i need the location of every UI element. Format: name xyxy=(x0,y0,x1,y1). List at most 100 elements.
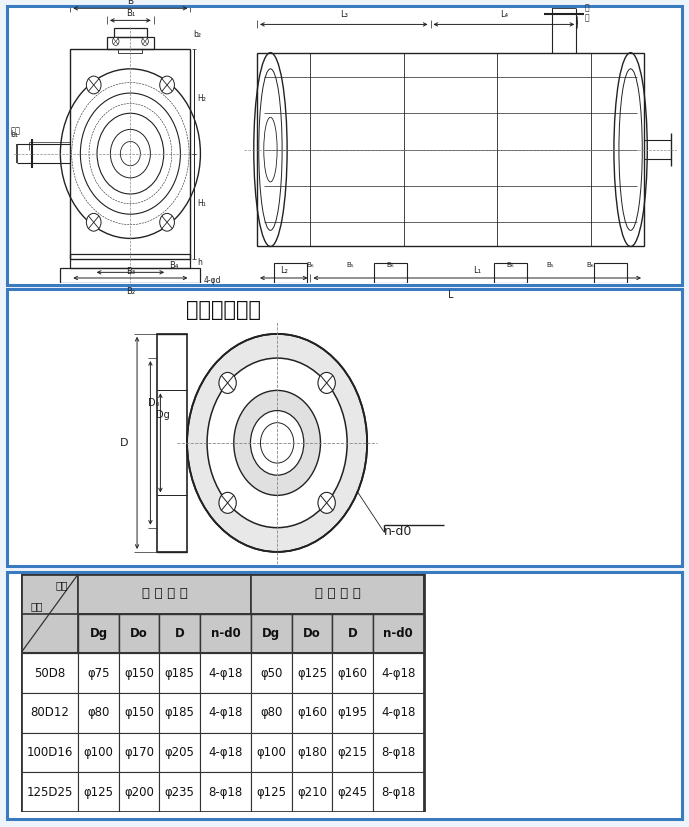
Text: L₄: L₄ xyxy=(500,10,508,19)
Bar xyxy=(7,572,682,819)
Text: 100D16: 100D16 xyxy=(26,746,72,759)
Bar xyxy=(21,574,79,653)
Circle shape xyxy=(112,37,119,45)
Text: φ100: φ100 xyxy=(83,746,114,759)
Text: φ195: φ195 xyxy=(338,706,367,719)
Text: Dg: Dg xyxy=(263,627,280,640)
Text: 尺寸: 尺寸 xyxy=(30,601,43,611)
Text: B₆: B₆ xyxy=(307,261,314,268)
Bar xyxy=(373,614,424,653)
Bar xyxy=(291,653,332,693)
Text: D: D xyxy=(175,627,185,640)
Text: B₆: B₆ xyxy=(387,261,394,268)
Bar xyxy=(251,733,291,772)
Text: 8-φ18: 8-φ18 xyxy=(208,786,243,799)
Text: 吐 出 法 兰: 吐 出 法 兰 xyxy=(315,587,360,600)
Bar xyxy=(291,614,332,653)
Bar xyxy=(79,614,119,653)
Text: L₂: L₂ xyxy=(280,266,288,275)
Text: 80D12: 80D12 xyxy=(30,706,69,719)
Bar xyxy=(114,28,147,36)
Bar xyxy=(200,772,251,812)
Text: n-d0: n-d0 xyxy=(211,627,240,640)
Text: Dg: Dg xyxy=(156,409,169,419)
Bar xyxy=(332,693,373,733)
Bar xyxy=(291,772,332,812)
Text: h: h xyxy=(197,258,202,267)
Text: φ235: φ235 xyxy=(165,786,195,799)
Bar xyxy=(374,263,407,283)
Text: φ150: φ150 xyxy=(124,706,154,719)
Bar xyxy=(373,733,424,772)
Bar xyxy=(21,733,79,772)
Text: 4-φ18: 4-φ18 xyxy=(381,667,415,680)
Circle shape xyxy=(219,492,236,514)
Text: φ75: φ75 xyxy=(88,667,110,680)
Text: b₁: b₁ xyxy=(10,131,18,140)
Text: 吸 入 法 兰: 吸 入 法 兰 xyxy=(142,587,187,600)
Text: B₂: B₂ xyxy=(126,287,135,296)
Bar xyxy=(70,49,190,259)
Circle shape xyxy=(318,372,336,394)
Bar xyxy=(119,733,159,772)
Text: D₀: D₀ xyxy=(148,398,159,408)
Text: φ170: φ170 xyxy=(124,746,154,759)
Bar xyxy=(21,772,79,812)
Bar xyxy=(79,733,119,772)
Bar xyxy=(159,693,200,733)
Text: 4-φ18: 4-φ18 xyxy=(208,706,243,719)
Bar xyxy=(291,693,332,733)
Bar xyxy=(251,653,291,693)
Bar xyxy=(373,772,424,812)
Bar xyxy=(373,653,424,693)
Circle shape xyxy=(318,492,336,514)
Circle shape xyxy=(219,372,236,394)
Bar xyxy=(61,268,200,283)
Bar xyxy=(332,653,373,693)
Circle shape xyxy=(86,76,101,94)
Bar xyxy=(7,6,682,285)
Text: φ80: φ80 xyxy=(88,706,110,719)
Text: L₃: L₃ xyxy=(340,10,348,19)
Text: φ245: φ245 xyxy=(338,786,367,799)
Text: φ180: φ180 xyxy=(297,746,327,759)
Text: B₆: B₆ xyxy=(506,261,515,268)
Bar xyxy=(251,772,291,812)
Bar xyxy=(21,693,79,733)
Text: L₁: L₁ xyxy=(473,266,481,275)
Bar xyxy=(119,693,159,733)
Bar xyxy=(119,614,159,653)
Bar xyxy=(159,614,200,653)
Bar xyxy=(70,254,190,268)
Text: B₅: B₅ xyxy=(347,261,354,268)
Text: n-d0: n-d0 xyxy=(384,525,412,538)
Text: 4-φ18: 4-φ18 xyxy=(208,746,243,759)
Bar xyxy=(332,772,373,812)
Text: φ125: φ125 xyxy=(297,667,327,680)
Text: 4-φd: 4-φd xyxy=(204,276,221,284)
Bar xyxy=(159,733,200,772)
Text: φ185: φ185 xyxy=(165,667,195,680)
Text: φ185: φ185 xyxy=(165,706,195,719)
Text: 出
水: 出 水 xyxy=(585,3,590,22)
Bar xyxy=(200,693,251,733)
Bar xyxy=(494,263,527,283)
Text: φ150: φ150 xyxy=(124,667,154,680)
Bar xyxy=(7,289,682,566)
Text: 4-φ18: 4-φ18 xyxy=(381,706,415,719)
Text: φ100: φ100 xyxy=(256,746,287,759)
Text: Do: Do xyxy=(303,627,321,640)
Bar xyxy=(21,653,79,693)
Bar xyxy=(157,334,187,552)
Circle shape xyxy=(142,37,148,45)
Text: φ125: φ125 xyxy=(256,786,287,799)
Text: B: B xyxy=(127,0,134,7)
Bar xyxy=(200,653,251,693)
Circle shape xyxy=(250,410,304,476)
Text: φ200: φ200 xyxy=(124,786,154,799)
Text: B₃: B₃ xyxy=(126,267,135,276)
Text: φ205: φ205 xyxy=(165,746,195,759)
Text: H₁: H₁ xyxy=(197,199,206,208)
Text: B₄: B₄ xyxy=(169,261,178,270)
Bar xyxy=(251,693,291,733)
